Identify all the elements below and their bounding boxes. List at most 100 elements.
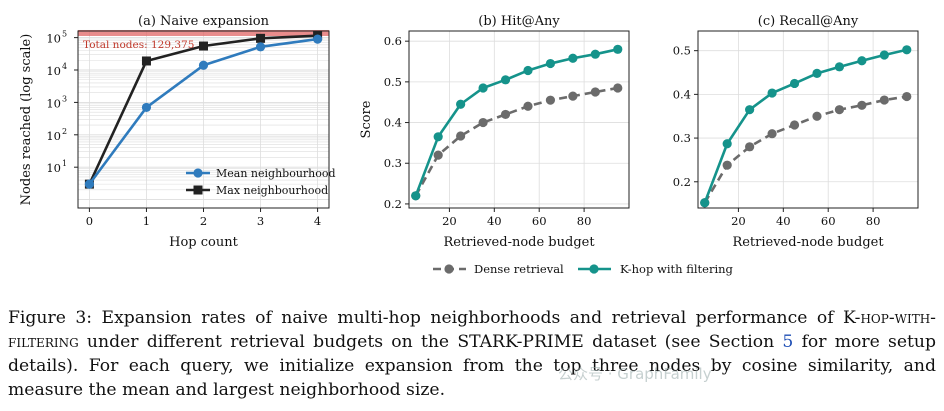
watermark: 公众号 · GraphFamily [558,365,712,383]
shared-legend-label-khop: K-hop with filtering [620,262,734,276]
data-point [812,68,822,78]
data-point [590,49,600,59]
data-point [500,75,511,85]
data-point [722,139,732,149]
data-point [767,88,777,98]
x-axis-label: Retrieved-node budget [732,235,884,250]
caption-method-name: hop-with-filtering [8,308,936,352]
x-tick-label: 80 [577,214,592,228]
total-nodes-band [78,29,329,36]
data-point [256,33,266,43]
data-point [411,191,421,201]
x-tick-label: 3 [257,214,264,228]
data-point [199,41,208,51]
data-point [545,95,556,105]
data-point [523,65,533,76]
y-tick-label-base: 10 [46,129,61,143]
x-tick-label: 4 [314,214,321,228]
data-point [834,62,845,72]
data-point [141,102,152,113]
series-line-0 [414,86,619,197]
data-point [255,42,266,52]
x-axis-label: Retrieved-node budget [443,235,595,250]
shared-legend-label-dense: Dense retrieval [474,262,564,276]
data-point [568,91,578,101]
data-point [879,95,889,105]
data-point [478,83,488,93]
y-tick-label-base: 10 [46,161,61,175]
data-point [198,60,209,70]
axes-frame [697,30,919,209]
data-point [789,120,800,130]
x-tick-label: 60 [821,214,836,228]
panel-title: (b) Hit@Any [478,14,560,29]
data-point [456,131,466,141]
data-point [857,100,867,110]
y-tick-label: 0.3 [384,156,402,170]
caption-middle: under different retrieval budgets on the… [78,332,783,352]
data-point [613,44,623,54]
data-point [745,142,755,152]
y-tick-label: 0.4 [673,87,691,101]
data-point [84,179,95,189]
x-tick-label: 20 [442,214,457,228]
data-point [433,132,443,142]
total-nodes-label: Total nodes: 129,375 [83,39,194,51]
data-point [478,117,488,128]
figure-caption: Figure 3: Expansion rates of naive multi… [8,306,936,402]
data-point [456,99,466,109]
panel-title: (a) Naive expansion [138,14,270,29]
data-point [857,56,867,66]
data-point [590,87,600,97]
y-axis-label: Nodes reached (log scale) [19,34,34,206]
y-tick-label-exponent: 5 [62,30,67,39]
data-point [879,50,889,60]
x-tick-label: 40 [487,214,502,228]
x-tick-label: 40 [776,214,791,228]
y-tick-label-base: 10 [46,32,61,46]
legend-label-max: Max neighbourhood [216,184,328,197]
shared-legend-marker-dense [444,264,454,274]
caption-section-link[interactable]: 5 [782,332,794,352]
x-tick-label: 60 [532,214,547,228]
series-line-1 [703,48,908,204]
caption-prefix: Figure 3: Expansion rates of naive multi… [8,308,861,328]
data-point [312,34,323,44]
y-tick-label-base: 10 [46,96,61,110]
legend-marker-max [193,185,203,195]
x-tick-label: 20 [731,214,746,228]
y-tick-label: 0.3 [673,131,691,145]
data-point [141,56,151,66]
y-tick-label: 0.4 [384,116,402,130]
series-line-0 [703,95,907,204]
series-line-1 [414,48,619,197]
x-tick-label: 1 [143,214,150,228]
data-point [789,78,800,89]
y-tick-label: 0.6 [384,34,402,48]
y-tick-label: 0.2 [673,175,691,189]
y-tick-label-exponent: 1 [62,159,67,168]
data-point [722,160,732,170]
caption-suffix: for more setup details). For each query,… [8,332,936,400]
y-tick-label-base: 10 [46,64,61,78]
data-point [812,111,822,121]
y-tick-label-exponent: 3 [62,94,67,103]
panel-title: (c) Recall@Any [758,14,859,29]
y-tick-label-exponent: 2 [62,127,67,136]
axes-frame [408,30,630,209]
data-point [545,58,556,69]
y-tick-label: 0.5 [673,44,691,58]
x-tick-label: 2 [200,214,207,228]
legend-marker-mean [193,168,203,178]
data-point [767,129,777,139]
y-axis-label: Score [359,100,374,138]
y-tick-label-exponent: 4 [62,62,67,71]
shared-legend-marker-khop [589,264,599,274]
panel-a [74,29,330,212]
panel-b [405,30,630,212]
data-point [613,83,623,93]
x-tick-label: 80 [866,214,881,228]
y-tick-label: 0.5 [384,75,402,89]
data-point [500,109,511,120]
